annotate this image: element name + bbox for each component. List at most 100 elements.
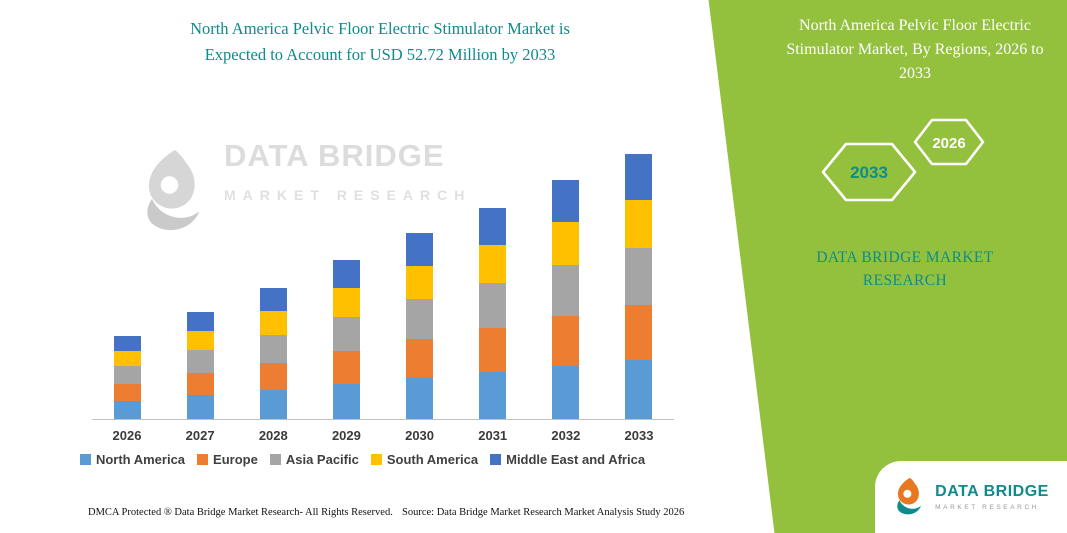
- bar-column: 2031: [458, 148, 528, 444]
- legend-swatch: [197, 454, 209, 465]
- x-axis-label: 2030: [405, 428, 435, 443]
- databridge-logo-icon: [897, 477, 922, 515]
- bar-segment-south-america: [625, 200, 653, 248]
- bar-column: 2033: [604, 148, 674, 444]
- legend-item: Asia Pacific: [269, 452, 359, 467]
- green-panel: North America Pelvic Floor Electric Stim…: [708, 0, 1067, 533]
- bar-segment-middle-east-and-africa: [625, 154, 653, 200]
- bar-segment-north-america: [332, 384, 360, 419]
- legend-swatch: [269, 454, 281, 465]
- bar-segment-middle-east-and-africa: [186, 312, 214, 331]
- footer-dmca: DMCA Protected ® Data Bridge Market Rese…: [88, 507, 393, 518]
- bar-column: 2030: [385, 148, 455, 444]
- x-axis-label: 2026: [112, 428, 142, 443]
- stacked-bar: [332, 260, 360, 419]
- chart-title: North America Pelvic Floor Electric Stim…: [40, 16, 720, 69]
- stacked-bar: [625, 154, 653, 419]
- x-axis-label: 2029: [331, 428, 361, 443]
- bar-segment-north-america: [186, 395, 214, 419]
- watermark-text: DATA BRIDGE MARKET RESEARCH: [224, 138, 471, 203]
- x-axis-label: 2031: [478, 428, 508, 443]
- bar-segment-south-america: [479, 245, 507, 283]
- x-axis-label: 2033: [624, 428, 654, 443]
- legend-swatch: [370, 454, 382, 465]
- hexagon-year-2033: 2033: [850, 163, 888, 182]
- bar-segment-asia-pacific: [479, 283, 507, 328]
- stacked-bar: [479, 208, 507, 419]
- stacked-bar: [113, 336, 141, 419]
- stacked-bar: [186, 312, 214, 419]
- bar-column: 2032: [531, 148, 601, 444]
- logo-card: DATA BRIDGE MARKET RESEARCH: [875, 461, 1067, 533]
- bar-chart-plot: 2026 2027 2028 2029 2030 2031 2032 2033: [92, 148, 674, 444]
- chart-title-line1: North America Pelvic Floor Electric Stim…: [190, 19, 570, 38]
- bar-segment-north-america: [625, 360, 653, 419]
- panel-brand: DATA BRIDGE MARKET RESEARCH: [785, 246, 1025, 293]
- panel-brand-line2: RESEARCH: [862, 272, 948, 290]
- legend-label: Middle East and Africa: [506, 452, 646, 467]
- watermark-sub: MARKET RESEARCH: [224, 187, 472, 203]
- legend-label: Asia Pacific: [285, 452, 359, 467]
- watermark: DATA BRIDGE MARKET RESEARCH: [138, 138, 471, 246]
- bar-segment-europe: [479, 328, 507, 372]
- panel-brand-line1: DATA BRIDGE MARKET: [816, 249, 994, 266]
- bar-segment-south-america: [113, 351, 141, 366]
- stacked-bar: [406, 233, 434, 419]
- databridge-logo-watermark-icon: [147, 150, 200, 231]
- bar-column: 2026: [92, 148, 162, 444]
- legend-item: Europe: [197, 452, 258, 467]
- bar-segment-asia-pacific: [625, 248, 653, 305]
- stacked-bar: [552, 180, 580, 419]
- bar-segment-middle-east-and-africa: [113, 336, 141, 351]
- footer-source: Source: Data Bridge Market Research Mark…: [402, 507, 685, 518]
- bar-segment-north-america: [406, 378, 434, 419]
- bar-segment-middle-east-and-africa: [406, 233, 434, 266]
- chart-legend: North America Europe Asia Pacific South Ame…: [40, 452, 685, 467]
- hexagon-2026: [913, 118, 985, 166]
- bar-segment-europe: [332, 351, 360, 384]
- bar-segment-north-america: [552, 366, 580, 419]
- bar-segment-asia-pacific: [186, 350, 214, 373]
- watermark-brand: DATA BRIDGE: [224, 138, 445, 173]
- bar-column: 2027: [165, 148, 235, 444]
- bar-segment-south-america: [332, 288, 360, 317]
- bar-segment-north-america: [113, 401, 141, 419]
- bar-segment-south-america: [552, 222, 580, 265]
- chart-title-line2: Expected to Account for USD 52.72 Millio…: [204, 45, 556, 65]
- x-axis-label: 2027: [185, 428, 215, 443]
- hexagon-2033: [821, 142, 917, 202]
- legend-item: Middle East and Africa: [490, 452, 645, 467]
- bar-segment-north-america: [259, 390, 287, 419]
- legend-swatch: [79, 454, 91, 465]
- bar-segment-asia-pacific: [332, 317, 360, 351]
- year-hexagons: 2033 2026: [821, 118, 985, 202]
- bar-segment-europe: [113, 384, 141, 401]
- bar-segment-middle-east-and-africa: [259, 288, 287, 311]
- hexagon-year-2026: 2026: [932, 135, 965, 152]
- logo-text: DATA BRIDGE MARKET RESEARCH: [935, 483, 1049, 511]
- bar-segment-middle-east-and-africa: [479, 208, 507, 245]
- logo-brand: DATA BRIDGE: [935, 483, 1049, 500]
- panel-title: North America Pelvic Floor Electric Stim…: [786, 17, 1044, 82]
- bar-segment-europe: [406, 339, 434, 378]
- x-axis-label: 2032: [551, 428, 581, 443]
- bar-segment-middle-east-and-africa: [552, 180, 580, 222]
- x-axis-label: 2028: [258, 428, 288, 443]
- bar-segment-asia-pacific: [406, 299, 434, 339]
- bar-segment-asia-pacific: [113, 366, 141, 384]
- bar-column: 2028: [238, 148, 308, 444]
- bar-segment-europe: [625, 305, 653, 360]
- bar-segment-middle-east-and-africa: [332, 260, 360, 288]
- bar-segment-europe: [259, 363, 287, 390]
- bar-segment-south-america: [186, 331, 214, 350]
- bar-segment-south-america: [259, 311, 287, 335]
- legend-label: Europe: [213, 452, 258, 467]
- bar-segment-europe: [552, 316, 580, 366]
- legend-item: North America: [79, 452, 185, 467]
- bar-segment-asia-pacific: [552, 265, 580, 316]
- x-axis-line: [92, 419, 674, 420]
- bar-segment-south-america: [406, 266, 434, 299]
- stacked-bar: [259, 288, 287, 419]
- legend-label: South America: [386, 452, 479, 467]
